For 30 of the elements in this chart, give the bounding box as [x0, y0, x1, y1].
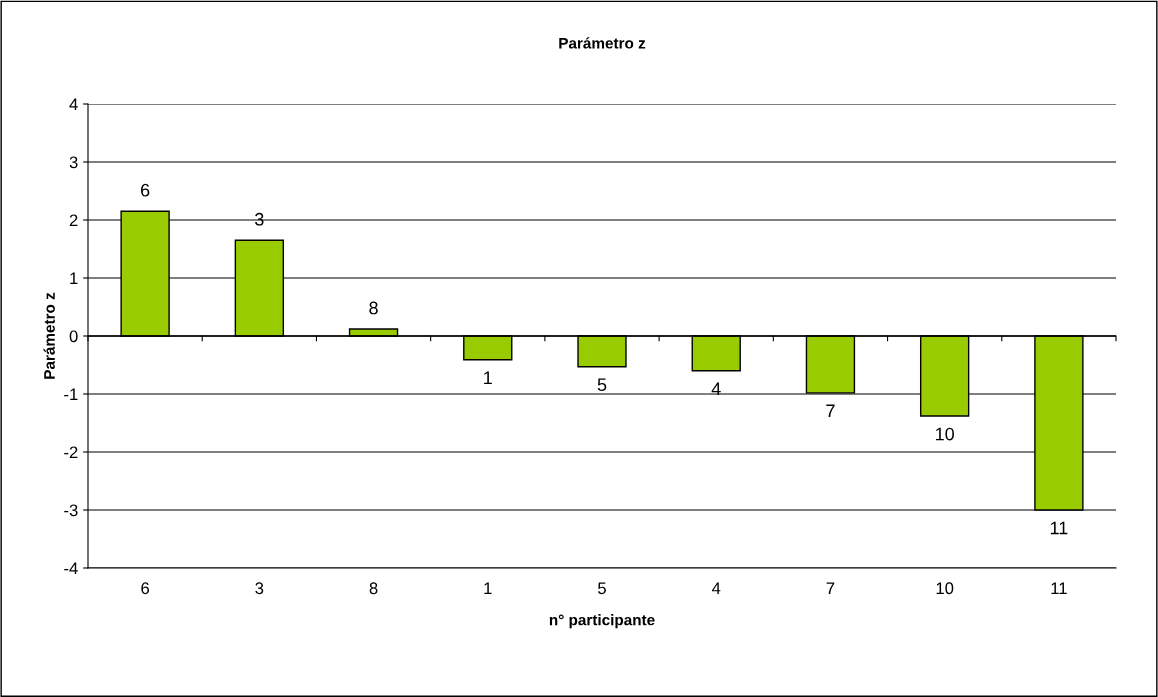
x-tick-label: 5 — [598, 582, 606, 595]
x-tick-label: 1 — [484, 582, 492, 594]
x-tick-label: 8 — [369, 582, 378, 595]
y-tick-label: -3 — [64, 504, 78, 517]
x-tick-label: 6 — [141, 582, 150, 595]
annotation: 8 — [369, 301, 378, 315]
y-tick-label: 1 — [70, 272, 78, 285]
x-tick-label: 11 — [1051, 582, 1067, 594]
annotation: 5 — [597, 378, 607, 392]
annotation: 1 — [484, 371, 492, 384]
annotation: 4 — [711, 382, 721, 395]
y-tick-label: -2 — [64, 446, 78, 459]
y-tick-label: 3 — [69, 156, 78, 169]
x-tick-label: 3 — [255, 582, 264, 595]
annotation: 7 — [826, 404, 835, 418]
chart-title: Parámetro z — [559, 37, 646, 49]
y-tick-label: 4 — [69, 98, 78, 111]
annotation: 6 — [141, 183, 150, 197]
x-tick-label: 4 — [711, 582, 721, 594]
x-tick-label: 10 — [936, 582, 954, 595]
y-tick-label: 2 — [69, 214, 78, 227]
y-axis-title: Parámetro z — [43, 292, 55, 379]
annotation: 3 — [255, 212, 264, 226]
y-tick-label: -4 — [64, 562, 78, 575]
x-tick-label: 7 — [826, 582, 835, 594]
annotation: 11 — [1050, 521, 1068, 535]
y-tick-label: -1 — [64, 388, 78, 401]
y-tick-label: 0 — [69, 330, 78, 343]
annotation: 10 — [936, 427, 954, 441]
x-axis-title: n° participante — [549, 614, 655, 629]
